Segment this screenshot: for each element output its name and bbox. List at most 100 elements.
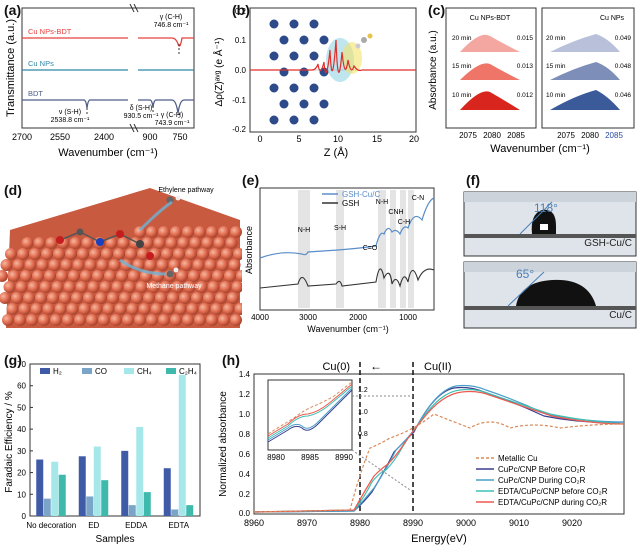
g-xtick-0: No decoration — [26, 521, 76, 530]
panel-e-plot: GSH-Cu/C GSH N-H S-H C=O N-H CNH C-H C-N… — [244, 187, 435, 334]
series-label-cunps-bdt: Cu NPs-BDT — [28, 27, 72, 36]
panel-label-d: (d) — [4, 182, 22, 198]
h-xtick-5: 9010 — [509, 518, 529, 528]
h-cu2: Cu(II) — [424, 361, 452, 373]
xtick-b-0: 0 — [257, 134, 262, 144]
f-top-angle: 118° — [534, 201, 558, 215]
annot-gch-bot-val: 743.9 cm⁻¹ — [155, 120, 190, 127]
ytick-b-0: 0.2 — [235, 7, 247, 16]
panel-a-plot: Cu NPs-BDT Cu NPs BDT γ (C-H) 746.8 cm⁻¹… — [5, 3, 195, 159]
c-left-xtick-2: 2085 — [507, 131, 525, 140]
h-ytick-4: 0.8 — [239, 430, 251, 439]
panel-a: (a) Cu NPs-BDT Cu NPs BDT γ (C-H) 746.8 … — [0, 0, 200, 162]
h-xtick-6: 9020 — [562, 518, 582, 528]
e-legend-gsh-cuc: GSH-Cu/C — [342, 190, 380, 199]
annot-vsh: ν (S-H) — [59, 109, 81, 116]
ylabel-g: Faradaic Efficiency / % — [4, 391, 15, 493]
panel-c: (c) Cu NPs-BDT Cu NPs 20 min 15 min 10 m… — [424, 0, 639, 162]
g-legend-label-1: CO — [95, 367, 107, 376]
e-xtick-3000: 3000 — [299, 313, 317, 322]
annot-dsh-val: 930.5 cm⁻¹ — [124, 113, 159, 120]
panel-label-a: (a) — [4, 2, 22, 18]
h-legend-0: Metallic Cu — [498, 454, 538, 463]
panel-label-b: (b) — [232, 2, 250, 18]
ylabel-c: Absorbance (a.u.) — [428, 30, 439, 110]
d-ethylene-label: Ethylene pathway — [158, 187, 214, 194]
g-ytick-1: 10 — [17, 490, 26, 499]
annot-gch-top-val: 746.8 cm⁻¹ — [154, 22, 189, 29]
g-ytick-0: 0 — [22, 512, 27, 521]
g-ytick-4: 40 — [17, 425, 26, 434]
g-ytick-3: 30 — [17, 447, 26, 456]
h-xtick-2: 8980 — [350, 518, 370, 528]
h-ytick-1: 0.2 — [239, 490, 251, 499]
h-ytick-3: 0.6 — [239, 450, 251, 459]
f-bot-label: Cu/C — [609, 310, 632, 321]
xtick-a-750: 750 — [172, 132, 187, 142]
c-right-time-20: 20 min — [546, 35, 566, 42]
e-band-nh2: N-H — [376, 199, 388, 206]
xtick-a-2700: 2700 — [12, 132, 32, 142]
bar-edta-0 — [163, 468, 171, 516]
panel-f-images: 118° GSH-Cu/C 65° Cu/C — [463, 191, 637, 329]
g-ytick-6: 60 — [17, 382, 26, 391]
e-band-ch: C-H — [398, 219, 410, 226]
h-ytick-6: 1.2 — [239, 390, 251, 399]
h-xtick-3: 8990 — [403, 518, 423, 528]
bar-ed-2 — [93, 446, 101, 516]
h-xtick-4: 9000 — [456, 518, 476, 528]
h-legend-1: CuPc/CNP Before CO₂R — [498, 465, 586, 474]
e-band-cn: C-N — [412, 195, 424, 202]
h-inset-xtick-0: 8980 — [267, 453, 285, 462]
bar-ed-3 — [101, 480, 109, 516]
c-left-xtick-1: 2080 — [483, 131, 501, 140]
g-legend-label-2: CH₄ — [137, 367, 152, 376]
h-inset-xtick-2: 8990 — [335, 453, 353, 462]
h-inset-ytick-0: 0.8 — [358, 431, 368, 438]
bar-edta-2 — [178, 374, 186, 516]
c-right-val-15: 0.048 — [615, 63, 632, 70]
bar-edta-1 — [171, 509, 179, 516]
h-inset-xtick-1: 8985 — [301, 453, 319, 462]
g-legend-label-3: C₂H₄ — [179, 367, 197, 376]
xlabel-g: Samples — [96, 534, 135, 545]
xtick-a-900: 900 — [142, 132, 157, 142]
annot-vsh-val: 2538.8 cm⁻¹ — [51, 117, 90, 124]
panel-label-e: (e) — [242, 172, 260, 188]
g-xtick-3: EDTA — [168, 521, 189, 530]
bar-edta-3 — [186, 505, 194, 516]
c-left-xtick-0: 2075 — [459, 131, 477, 140]
h-legend-4: EDTA/CuPc/CNP during CO₂R — [498, 498, 607, 507]
h-ytick-2: 0.4 — [239, 470, 251, 479]
xlabel-b: Z (Å) — [324, 146, 348, 159]
ytick-b-4: -0.2 — [232, 125, 246, 134]
annot-gch-bot: γ (C-H) — [161, 112, 184, 119]
xtick-a-2550: 2550 — [50, 132, 70, 142]
h-legend-3: EDTA/CuPc/CNP before CO₂R — [498, 487, 608, 496]
xlabel-h: Energy(eV) — [411, 533, 467, 545]
h-ytick-0: 0.0 — [239, 509, 251, 518]
c-right-val-20: 0.049 — [615, 35, 632, 42]
panel-b-plot: 0.2 0.1 0.0 -0.1 -0.2 0 5 10 15 20 Z (Å)… — [212, 7, 419, 159]
bar-edda-0 — [121, 450, 129, 516]
c-right-title: Cu NPs — [600, 15, 625, 22]
h-arrow: ← — [370, 359, 382, 373]
bar-no-decoration-2 — [51, 461, 59, 516]
h-ytick-5: 1.0 — [239, 410, 251, 419]
panel-b: (b) 0.2 0.1 0.0 -0.1 -0.2 0 5 10 15 20 Z… — [212, 0, 420, 162]
c-right-time-15: 15 min — [546, 63, 566, 70]
panel-h: (h) Cu(0) ← Cu(II) 8980 8985 8990 0.8 1.… — [214, 352, 639, 547]
g-ytick-2: 20 — [17, 469, 26, 478]
panel-g: (g) 0 10 20 30 40 50 60 70 No decoration ED EDDA E… — [0, 352, 210, 547]
c-right-xtick-1: 2080 — [581, 131, 599, 140]
panel-d: (d) Ethylene pathway Methane pathway — [0, 170, 248, 330]
ylabel-a: Transmittance (a.u.) — [5, 19, 17, 117]
c-left-time-10: 10 min — [452, 92, 472, 99]
c-right-time-10: 10 min — [546, 92, 566, 99]
e-band-cnh: CNH — [388, 209, 403, 216]
g-ytick-7: 70 — [17, 360, 26, 369]
xtick-b-20: 20 — [409, 134, 419, 144]
xtick-b-5: 5 — [296, 134, 301, 144]
g-xtick-1: ED — [88, 521, 99, 530]
